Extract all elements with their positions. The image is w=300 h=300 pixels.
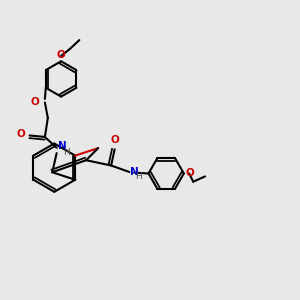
Text: O: O (16, 129, 25, 139)
Text: H: H (135, 172, 141, 181)
Text: O: O (111, 136, 120, 146)
Text: O: O (57, 50, 65, 60)
Text: H: H (63, 148, 70, 157)
Text: O: O (185, 169, 194, 178)
Text: N: N (130, 167, 139, 177)
Text: N: N (58, 141, 67, 151)
Text: O: O (30, 97, 39, 107)
